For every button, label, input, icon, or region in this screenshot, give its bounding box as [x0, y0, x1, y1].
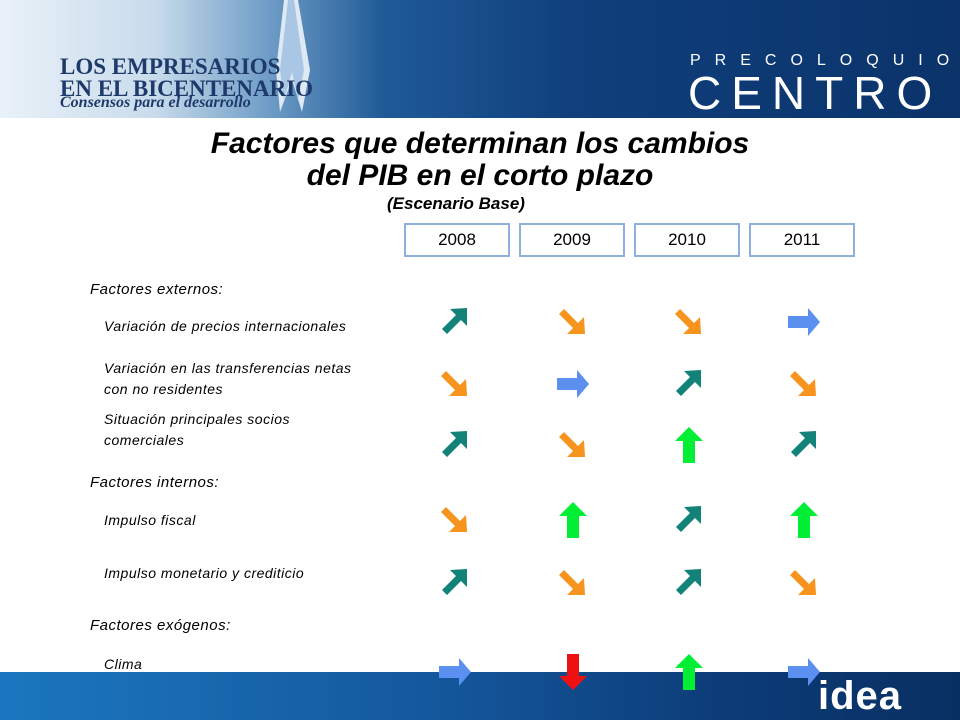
row-label-precios: Variación de precios internacionales: [104, 318, 347, 334]
arrow-down-right-icon: [559, 432, 585, 457]
section-exogenos: Factores exógenos:: [90, 617, 231, 634]
section-internos: Factores internos:: [90, 474, 220, 491]
argentina-ribbon-icon: [276, 0, 310, 112]
year-2008: 2008: [404, 223, 510, 257]
year-2009: 2009: [519, 223, 625, 257]
section-externos: Factores externos:: [90, 281, 224, 298]
page-title-line2: del PIB en el corto plazo: [306, 159, 654, 192]
row-label-transferencias-1: Variación en las transferencias netas: [104, 360, 352, 376]
row-label-socios-1: Situación principales socios: [104, 411, 290, 427]
arrow-up-right-icon: [442, 308, 467, 334]
footer-bar: [0, 672, 960, 720]
arrow-up-right-icon: [676, 370, 701, 396]
page-title-line1: Factores que determinan los cambios: [210, 127, 750, 160]
year-2011: 2011: [749, 223, 855, 257]
arrow-down-right-icon: [441, 507, 467, 532]
arrow-right-icon: [788, 658, 820, 686]
arrow-up-right-icon: [791, 431, 816, 457]
arrow-up-icon: [675, 427, 703, 463]
logo-tagline: Consensos para el desarrollo: [60, 94, 251, 111]
row-label-socios-2: comerciales: [104, 432, 185, 448]
arrow-down-right-icon: [441, 371, 467, 396]
centro-label: CENTRO: [688, 67, 943, 119]
arrow-up-right-icon: [676, 506, 701, 532]
arrow-up-icon: [559, 502, 587, 538]
arrow-up-right-icon: [676, 569, 701, 595]
arrow-down-right-icon: [675, 309, 701, 334]
header-banner: LOS EMPRESARIOS EN EL BICENTENARIO Conse…: [0, 0, 960, 119]
arrow-down-right-icon: [790, 371, 816, 396]
arrow-up-icon: [790, 502, 818, 538]
arrow-up-right-icon: [442, 431, 467, 457]
arrow-right-icon: [439, 658, 471, 686]
logo-line2: EN EL BICENTENARIO: [60, 76, 314, 101]
page-subtitle: (Escenario Base): [387, 194, 525, 213]
arrow-right-icon: [557, 370, 589, 398]
row-label-fiscal: Impulso fiscal: [104, 512, 196, 528]
arrow-right-icon: [788, 308, 820, 336]
precoloquio-label: PRECOLOQUIO: [690, 52, 960, 69]
arrow-up-icon: [675, 654, 703, 690]
arrow-down-right-icon: [559, 309, 585, 334]
row-label-transferencias-2: con no residentes: [104, 381, 224, 397]
arrow-down-right-icon: [790, 570, 816, 595]
arrow-up-right-icon: [442, 569, 467, 595]
idea-logo: idea: [818, 674, 903, 718]
arrow-down-right-icon: [559, 570, 585, 595]
logo-line1: LOS EMPRESARIOS: [60, 54, 281, 79]
arrow-down-icon: [559, 654, 587, 690]
row-label-clima: Clima: [104, 656, 143, 672]
year-2010: 2010: [634, 223, 740, 257]
row-label-monetario: Impulso monetario y crediticio: [104, 565, 305, 581]
